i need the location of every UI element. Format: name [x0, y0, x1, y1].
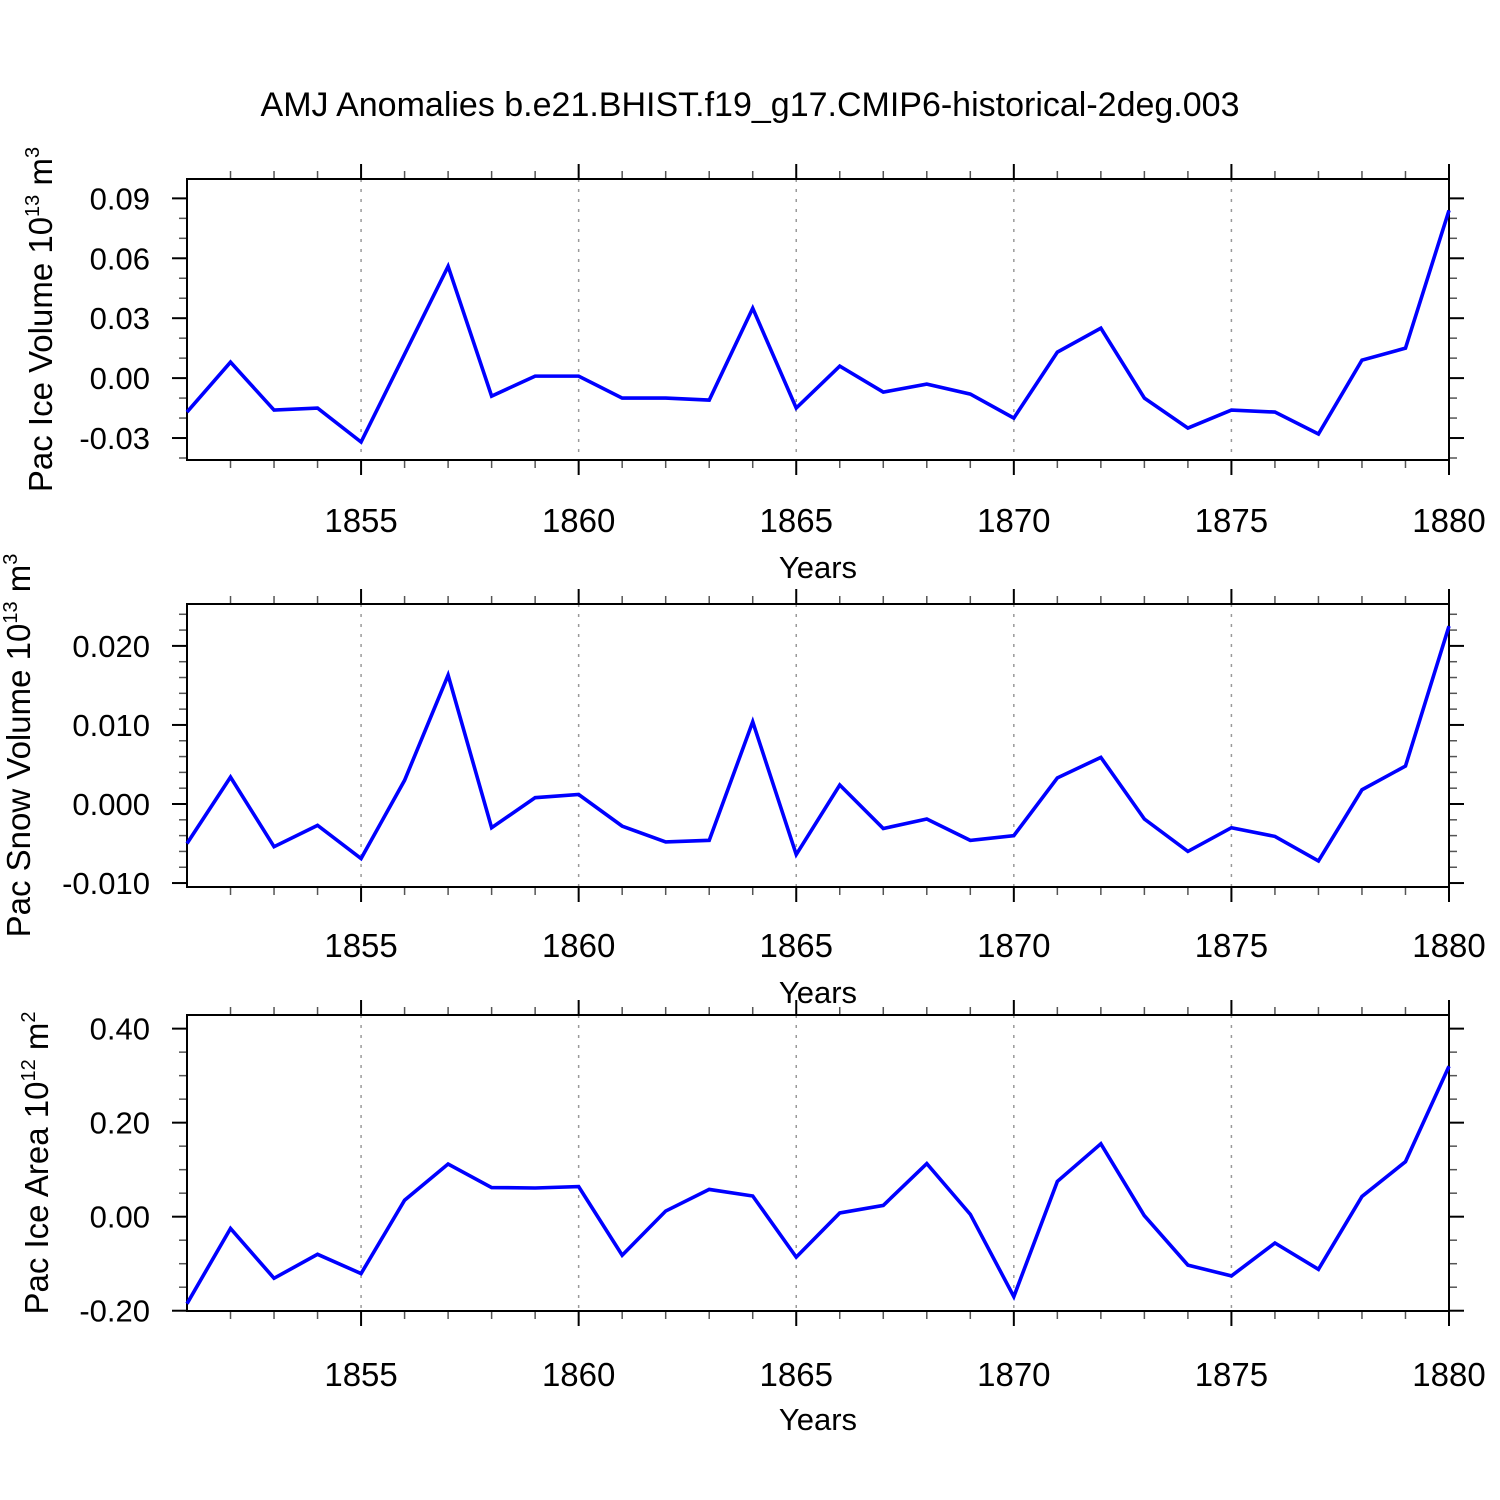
- y-tick-label: 0.20: [90, 1106, 150, 1141]
- panel-2: 0.020 0.010 0.000 -0.010 1855 1860 1865 1870 187…: [0, 554, 1486, 1010]
- x-tick-label: 1860: [542, 502, 615, 539]
- x-tick-label: 1865: [760, 927, 833, 964]
- x-tick-label: 1855: [324, 1356, 397, 1393]
- x-axis-title: Years: [779, 1402, 857, 1437]
- plot-frame: [186, 603, 1450, 888]
- y-tick-label: 0.00: [90, 361, 150, 396]
- y-tick-label: -0.20: [79, 1294, 150, 1329]
- x-axis-title: Years: [779, 975, 857, 1010]
- panel-3: 0.40 0.20 0.00 -0.20 1855 1860 1865 1870 1875 188…: [18, 1000, 1486, 1437]
- x-tick-label: 1860: [542, 927, 615, 964]
- y-axis-title: Pac Ice Volume 1013 m3: [22, 147, 59, 492]
- x-tick-label: 1870: [977, 502, 1050, 539]
- x-tick-label: 1875: [1195, 502, 1268, 539]
- x-tick-label: 1870: [977, 927, 1050, 964]
- x-tick-label: 1865: [760, 502, 833, 539]
- x-tick-label: 1855: [324, 927, 397, 964]
- y-tick-label: -0.03: [79, 421, 150, 456]
- y-tick-label: 0.09: [90, 181, 150, 216]
- plot-frame: [186, 1014, 1450, 1312]
- x-tick-label: 1875: [1195, 927, 1268, 964]
- plot-frame: [186, 178, 1450, 461]
- x-tick-label: 1875: [1195, 1356, 1268, 1393]
- y-tick-label: 0.06: [90, 241, 150, 276]
- x-tick-label: 1880: [1412, 502, 1485, 539]
- x-tick-label: 1880: [1412, 927, 1485, 964]
- y-tick-label: 0.000: [72, 787, 150, 822]
- x-tick-label: 1870: [977, 1356, 1050, 1393]
- y-tick-label: -0.010: [62, 866, 150, 901]
- x-axis-title: Years: [779, 550, 857, 585]
- series-line: [185, 625, 1451, 864]
- series-line: [185, 209, 1451, 445]
- y-axis-title: Pac Ice Area 1012 m2: [18, 1011, 55, 1314]
- y-tick-label: 0.03: [90, 301, 150, 336]
- figure-title: AMJ Anomalies b.e21.BHIST.f19_g17.CMIP6-…: [260, 86, 1240, 124]
- x-tick-label: 1865: [760, 1356, 833, 1393]
- x-tick-label: 1855: [324, 502, 397, 539]
- y-tick-label: 0.020: [72, 629, 150, 664]
- panel-1: 0.09 0.06 0.03 0.00 -0.03 1855 1860 1865 1870 187…: [22, 147, 1486, 585]
- y-axis-title: Pac Snow Volume 1013 m3: [0, 554, 37, 938]
- y-tick-label: 0.010: [72, 708, 150, 743]
- series-line: [185, 1065, 1451, 1305]
- x-tick-label: 1880: [1412, 1356, 1485, 1393]
- y-tick-label: 0.40: [90, 1012, 150, 1047]
- x-tick-label: 1860: [542, 1356, 615, 1393]
- y-tick-label: 0.00: [90, 1200, 150, 1235]
